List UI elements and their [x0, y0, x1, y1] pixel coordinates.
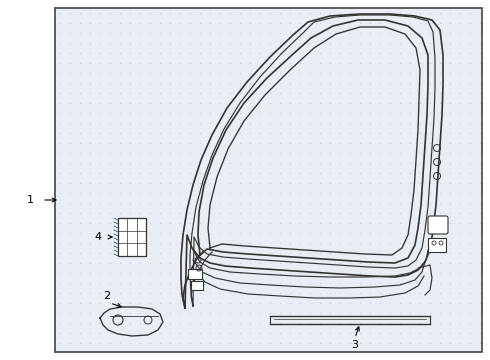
- Bar: [191, 281, 203, 290]
- Text: 3: 3: [351, 340, 359, 350]
- Text: 4: 4: [95, 232, 101, 242]
- Bar: [118, 218, 146, 256]
- Text: 2: 2: [103, 291, 111, 301]
- Bar: [188, 269, 202, 279]
- Bar: [55, 8, 482, 352]
- FancyBboxPatch shape: [428, 216, 448, 234]
- Text: 1: 1: [26, 195, 33, 205]
- Bar: [428, 238, 446, 252]
